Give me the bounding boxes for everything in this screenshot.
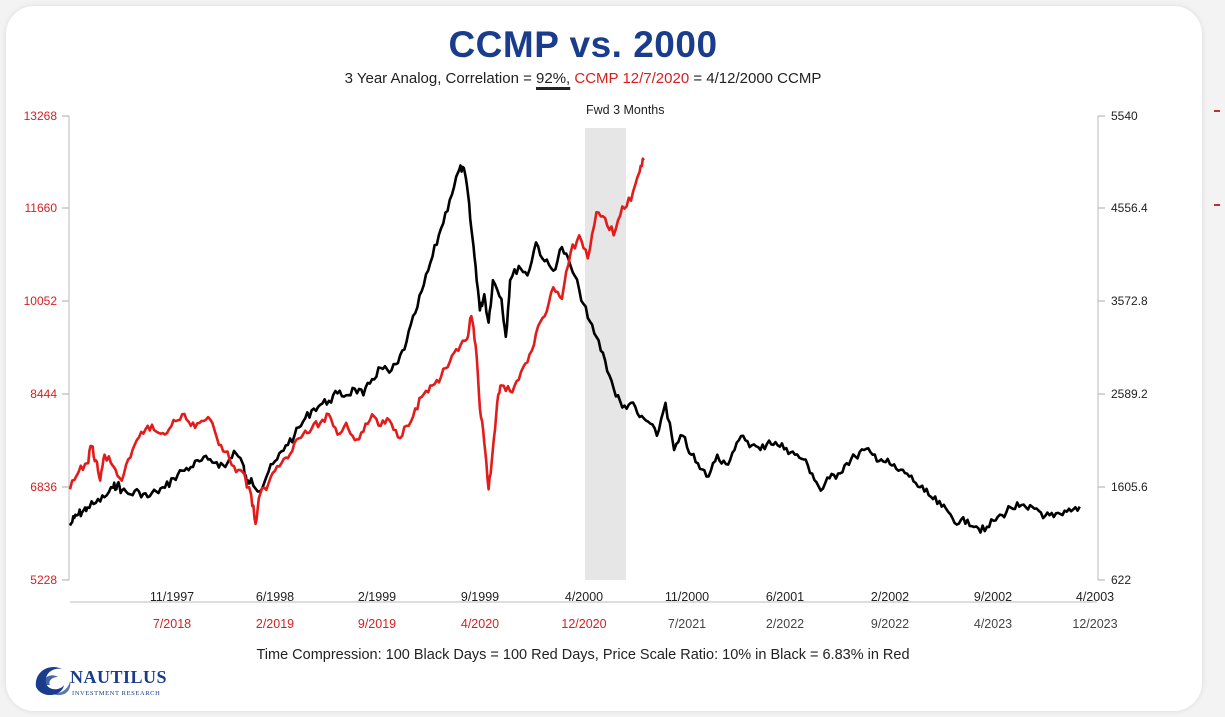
subtitle-red-text: CCMP 12/7/2020 <box>570 70 690 87</box>
x-tick-label-black: 2/2002 <box>871 590 909 604</box>
x-tick-label-black: 9/1999 <box>461 590 499 604</box>
edge-tick <box>1214 110 1220 112</box>
logo-subtitle: INVESTMENT RESEARCH <box>72 690 161 697</box>
x-tick-label-black: 2/1999 <box>358 590 396 604</box>
x-tick-label-red: 7/2021 <box>668 617 706 631</box>
x-tick-label-black: 4/2003 <box>1076 590 1114 604</box>
x-tick-label-red: 9/2022 <box>871 617 909 631</box>
y-left-tick-label: 8444 <box>30 387 57 401</box>
chart-footnote: Time Compression: 100 Black Days = 100 R… <box>256 647 910 663</box>
y-left-tick-label: 5228 <box>30 573 57 587</box>
chart-title: CCMP vs. 2000 <box>448 24 718 65</box>
x-tick-label-black: 11/2000 <box>665 590 709 604</box>
x-tick-label-red: 4/2023 <box>974 617 1012 631</box>
wave-swirl-icon <box>35 667 71 696</box>
x-tick-label-black: 9/2002 <box>974 590 1012 604</box>
y-right-tick-label: 622 <box>1111 573 1131 587</box>
y-right-tick-label: 4556.4 <box>1111 201 1148 215</box>
correlation-value: 92%, <box>536 70 571 87</box>
x-tick-label-red: 9/2019 <box>358 617 396 631</box>
x-tick-label-black: 6/1998 <box>256 590 294 604</box>
x-tick-label-red: 2/2019 <box>256 617 294 631</box>
x-tick-label-black: 4/2000 <box>565 590 603 604</box>
y-left-tick-label: 10052 <box>24 294 58 308</box>
y-right-tick-label: 1605.6 <box>1111 480 1148 494</box>
x-tick-label-red: 7/2018 <box>153 617 191 631</box>
chart-subtitle: 3 Year Analog, Correlation = 92%, CCMP 1… <box>0 70 1166 87</box>
shaded-band-label: Fwd 3 Months <box>586 103 665 117</box>
series-line-red <box>68 157 645 526</box>
subtitle-text: 3 Year Analog, Correlation = <box>344 70 537 87</box>
y-left-tick-label: 11660 <box>25 201 58 215</box>
x-tick-label-red: 2/2022 <box>766 617 804 631</box>
subtitle-end-text: = 4/12/2000 CCMP <box>689 70 822 87</box>
y-right-tick-label: 5540 <box>1111 109 1138 123</box>
y-right-tick-label: 3572.8 <box>1111 294 1148 308</box>
x-tick-label-black: 11/1997 <box>150 590 194 604</box>
series-line-black <box>68 164 1081 534</box>
x-tick-label-red: 4/2020 <box>461 617 499 631</box>
edge-tick <box>1214 204 1220 206</box>
shaded-band <box>585 128 626 580</box>
y-left-tick-label: 13268 <box>24 109 58 123</box>
y-left-tick-label: 6836 <box>30 480 57 494</box>
x-tick-label-black: 6/2001 <box>766 590 804 604</box>
x-tick-label-red: 12/2020 <box>561 617 606 631</box>
y-right-tick-label: 2589.2 <box>1111 387 1148 401</box>
x-tick-label-red: 12/2023 <box>1072 617 1117 631</box>
logo-name: NAUTILUS <box>70 667 168 687</box>
